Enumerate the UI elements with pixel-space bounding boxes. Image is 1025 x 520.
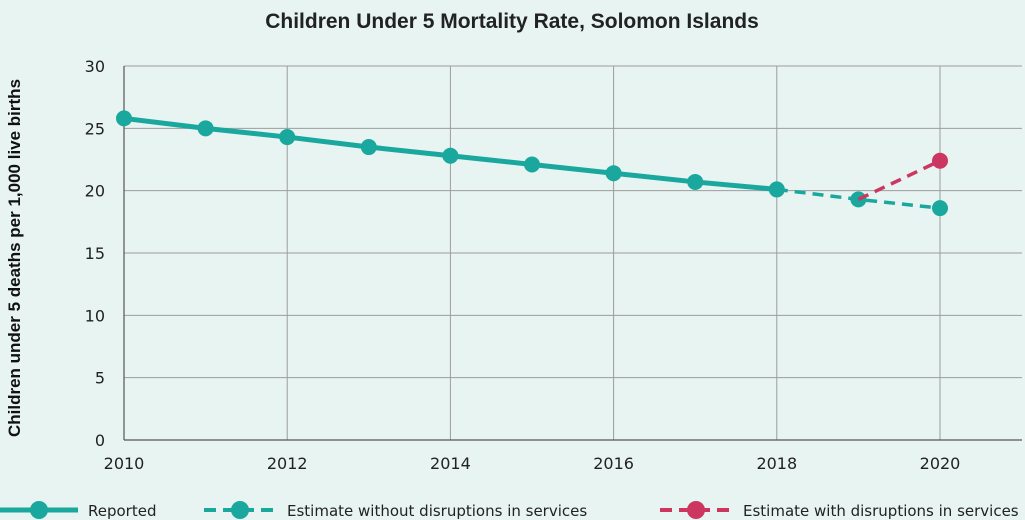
data-point — [360, 139, 377, 156]
series-1 — [776, 187, 948, 217]
legend-swatch-marker — [231, 501, 249, 519]
x-tick-label: 2010 — [104, 454, 145, 473]
y-tick-label: 0 — [95, 431, 105, 450]
data-point — [116, 110, 132, 127]
data-point — [442, 147, 459, 164]
y-tick-label: 30 — [85, 57, 105, 76]
series-line — [857, 159, 941, 201]
data-point — [932, 152, 948, 169]
data-point — [932, 200, 948, 217]
y-tick-label: 5 — [95, 369, 105, 388]
legend-swatch-marker — [687, 501, 705, 519]
chart-title: Children Under 5 Mortality Rate, Solomon… — [265, 10, 759, 33]
x-tick-label: 2016 — [593, 454, 634, 473]
y-tick-label: 10 — [85, 306, 105, 325]
series-0 — [116, 110, 785, 198]
data-point — [687, 173, 704, 190]
x-tick-label: 2020 — [920, 454, 961, 473]
legend-label: Estimate with disruptions in services — [743, 502, 1019, 520]
legend-item-1: Estimate without disruptions in services — [204, 501, 587, 520]
axes: 0 5 10 15 20 25 30 2010 2012 2014 2016 2018 2020 — [85, 57, 1022, 473]
legend: Reported Estimate without disruptions in … — [0, 501, 1019, 520]
data-point — [605, 165, 622, 182]
series-2 — [857, 152, 948, 201]
data-point — [279, 129, 296, 146]
legend-item-2: Estimate with disruptions in services — [660, 501, 1019, 520]
legend-label: Estimate without disruptions in services — [287, 502, 587, 520]
y-axis-label: Children under 5 deaths per 1,000 live b… — [5, 79, 24, 437]
y-tick-label: 25 — [85, 119, 105, 138]
y-tick-label: 20 — [85, 182, 105, 201]
x-tick-label: 2014 — [430, 454, 471, 473]
data-point — [524, 156, 540, 173]
grid — [123, 65, 1022, 440]
legend-label: Reported — [88, 502, 156, 520]
legend-swatch-marker — [30, 501, 48, 519]
data-point — [197, 120, 214, 137]
y-tick-label: 15 — [85, 244, 105, 263]
plot-area — [116, 110, 948, 217]
x-tick-label: 2012 — [267, 454, 308, 473]
legend-item-0: Reported — [0, 501, 156, 520]
x-tick-label: 2018 — [756, 454, 797, 473]
